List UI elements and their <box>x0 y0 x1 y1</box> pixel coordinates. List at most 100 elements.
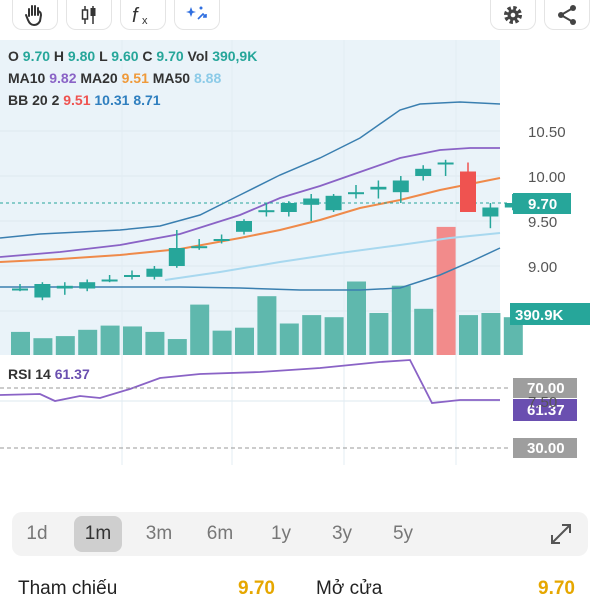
volume-bar <box>324 317 344 355</box>
open-label: O <box>8 48 23 64</box>
volume-bar <box>257 296 277 355</box>
timeframe-3m[interactable]: 3m <box>145 523 173 544</box>
ma50-line <box>164 232 501 281</box>
reference-value: 9.70 <box>238 578 275 599</box>
volume-bar <box>503 317 523 355</box>
volume-value: 390,9K <box>212 48 258 64</box>
volume-bar <box>167 339 187 355</box>
volume-bar <box>481 313 501 355</box>
timeframe-selector: 1d 1m 3m 6m 1y 3y 5y <box>12 512 588 556</box>
candle-body <box>79 282 96 289</box>
volume-bar <box>100 325 120 355</box>
chart-toolbar: f x <box>0 0 600 34</box>
ma50-label: MA50 <box>152 70 194 86</box>
low-label: L <box>99 48 112 64</box>
candlestick-icon <box>81 5 96 24</box>
rsi-70-text: 70.00 <box>527 380 565 397</box>
open-value: 9.70 <box>22 48 54 64</box>
rsi-70-badge <box>513 378 577 398</box>
volume-bar <box>123 326 142 355</box>
bb-lower-line <box>0 247 501 291</box>
volume-bar <box>414 308 434 355</box>
volume-bar <box>347 281 366 355</box>
ma20-value: 9.51 <box>121 70 153 86</box>
candle-body <box>191 246 208 249</box>
ohlc-legend: O 9.70 H 9.80 L 9.60 C 9.70 Vol 390,9K <box>8 48 257 64</box>
volume-bar <box>33 338 53 355</box>
high-label: H <box>53 48 68 64</box>
ma10-line <box>0 147 500 258</box>
candle-body <box>213 239 230 241</box>
share-icon <box>558 4 576 25</box>
volume-bar <box>235 327 254 355</box>
volume-bar <box>391 285 411 355</box>
price-tick-label: 10.50 <box>528 124 566 141</box>
share-button[interactable] <box>544 0 590 30</box>
hand-tool-button[interactable] <box>12 0 58 30</box>
ma-legend: MA10 9.82 MA20 9.51 MA50 8.88 <box>8 70 221 86</box>
close-label: C <box>142 48 157 64</box>
volume-bar <box>279 323 299 355</box>
candle-body <box>56 285 73 289</box>
candle-body <box>460 171 476 212</box>
gear-icon <box>504 5 522 24</box>
bb-upper-value: 10.31 <box>94 92 134 108</box>
bb-mid-value: 9.51 <box>63 92 95 108</box>
rsi-value: 61.37 <box>54 366 90 382</box>
ma10-value: 9.82 <box>49 70 81 86</box>
candle-body <box>34 284 51 298</box>
candlestick-tool-button[interactable] <box>66 0 112 30</box>
ma20-label: MA20 <box>80 70 122 86</box>
price-tick-label: 7.50 <box>528 394 557 411</box>
candle-body <box>325 195 342 211</box>
hand-icon <box>25 4 43 26</box>
volume-bar <box>302 315 322 355</box>
ai-tool-button[interactable] <box>174 0 220 30</box>
close-value: 9.70 <box>156 48 188 64</box>
timeframe-6m[interactable]: 6m <box>206 523 234 544</box>
volume-bar <box>459 315 478 355</box>
volume-bar <box>55 336 75 355</box>
rsi-value-text: 61.37 <box>527 402 565 419</box>
timeframe-5y[interactable]: 5y <box>392 523 414 544</box>
candle-body <box>168 248 185 266</box>
open-price-value: 9.70 <box>538 578 575 599</box>
bb-lower-value: 8.71 <box>133 92 161 108</box>
volume-label: Vol <box>187 48 213 64</box>
timeframe-1d[interactable]: 1d <box>26 523 48 544</box>
expand-icon[interactable] <box>548 521 574 547</box>
candle-body <box>146 268 163 277</box>
candle-body <box>348 192 364 195</box>
current-price-text: 9.70 <box>528 196 557 213</box>
reference-label: Tham chiếu <box>18 578 118 599</box>
timeframe-1m[interactable]: 1m <box>74 516 122 552</box>
settings-button[interactable] <box>490 0 536 30</box>
candle-body <box>236 221 252 232</box>
candle-body <box>303 198 320 205</box>
ai-sparkle-icon <box>186 6 207 20</box>
price-tick-label: 9.00 <box>528 259 557 276</box>
volume-bar <box>212 330 232 355</box>
candle-body <box>101 279 118 282</box>
current-volume-text: 390.9K <box>515 307 564 324</box>
high-value: 9.80 <box>67 48 100 64</box>
rsi-legend: RSI 14 61.37 <box>8 366 90 382</box>
candle-body <box>370 186 387 190</box>
ma50-value: 8.88 <box>193 70 222 86</box>
ma20-line <box>0 177 501 263</box>
rsi-30-badge <box>513 438 577 458</box>
candle-body <box>12 288 28 291</box>
volume-bar <box>190 304 210 355</box>
volume-bar <box>78 329 98 355</box>
ma10-label: MA10 <box>8 70 50 86</box>
candle-body <box>437 162 454 165</box>
timeframe-1y[interactable]: 1y <box>270 523 292 544</box>
svg-text:f: f <box>132 5 140 27</box>
candle-body <box>392 180 409 193</box>
bb-legend: BB 20 2 9.51 10.31 8.71 <box>8 92 161 108</box>
indicator-tool-button[interactable]: f x <box>120 0 166 30</box>
candle-body <box>482 207 499 217</box>
timeframe-3y[interactable]: 3y <box>331 523 353 544</box>
